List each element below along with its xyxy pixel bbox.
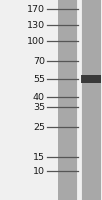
Text: 100: 100 xyxy=(27,36,45,46)
Text: 40: 40 xyxy=(33,92,45,102)
Text: 70: 70 xyxy=(33,56,45,66)
Text: 25: 25 xyxy=(33,122,45,132)
Text: 35: 35 xyxy=(33,102,45,112)
Text: 10: 10 xyxy=(33,166,45,176)
Bar xyxy=(58,0,78,200)
Text: 15: 15 xyxy=(33,152,45,162)
Text: 170: 170 xyxy=(27,4,45,14)
Text: 55: 55 xyxy=(33,74,45,84)
Text: 130: 130 xyxy=(27,21,45,29)
Bar xyxy=(81,75,101,83)
Bar xyxy=(81,0,101,200)
